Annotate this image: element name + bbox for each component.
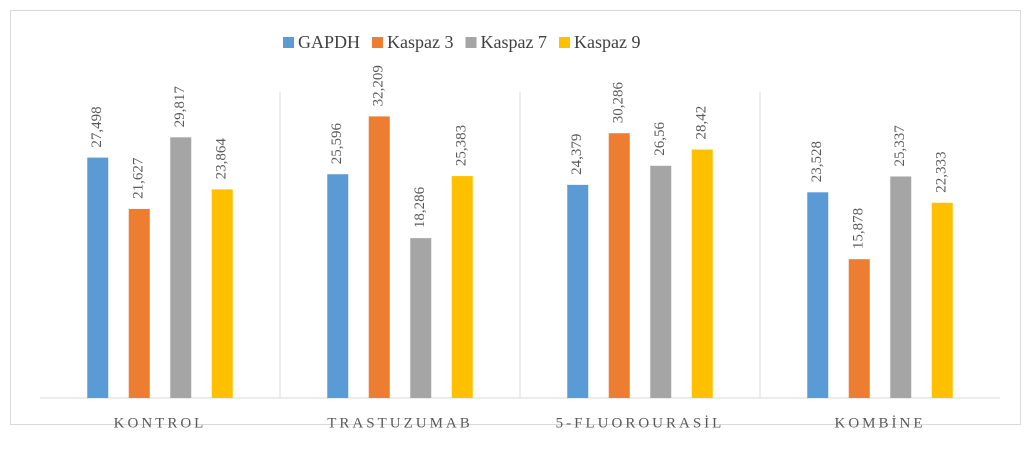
x-tick-label: KOMBİNE [835, 415, 926, 431]
bar [848, 259, 870, 398]
bar [410, 238, 432, 398]
value-label: 23,528 [809, 141, 825, 182]
value-label: 32,209 [371, 65, 387, 106]
value-label: 22,333 [934, 151, 950, 192]
bar [87, 157, 109, 398]
value-label: 21,627 [131, 157, 147, 199]
value-label: 18,286 [412, 186, 428, 228]
legend-swatch [372, 37, 384, 48]
legend-label: Kaspaz 7 [481, 32, 547, 52]
value-label: 24,379 [569, 134, 585, 175]
bar [368, 116, 390, 399]
x-tick-label: TRASTUZUMAB [327, 415, 473, 431]
x-tick-label: KONTROL [114, 415, 207, 431]
value-label: 15,878 [851, 208, 867, 249]
value-label: 29,817 [172, 86, 188, 128]
value-label: 27,498 [89, 106, 105, 147]
bar [327, 174, 349, 398]
bar [451, 176, 473, 398]
value-label: 23,864 [214, 138, 230, 180]
legend-label: GAPDH [298, 32, 360, 52]
legend-label: Kaspaz 9 [574, 32, 640, 52]
bar [807, 192, 829, 398]
bar [211, 189, 233, 398]
value-label: 25,383 [454, 125, 470, 166]
legend-swatch [465, 37, 477, 48]
bar [128, 208, 150, 398]
value-label: 30,286 [611, 81, 627, 123]
bar [170, 137, 192, 399]
bar [691, 149, 713, 398]
legend-label: Kaspaz 3 [387, 32, 453, 52]
legend-swatch [558, 37, 570, 48]
bar [931, 202, 953, 398]
bar [608, 133, 630, 399]
value-label: 28,42 [694, 106, 710, 140]
x-tick-label: 5-FLUOROURASİL [556, 415, 725, 431]
legend-swatch [283, 37, 294, 48]
bar [650, 165, 672, 398]
value-label: 26,56 [652, 122, 668, 156]
bar [890, 176, 912, 398]
value-label: 25,337 [892, 125, 908, 167]
value-label: 25,596 [329, 122, 345, 164]
bar [567, 184, 589, 398]
